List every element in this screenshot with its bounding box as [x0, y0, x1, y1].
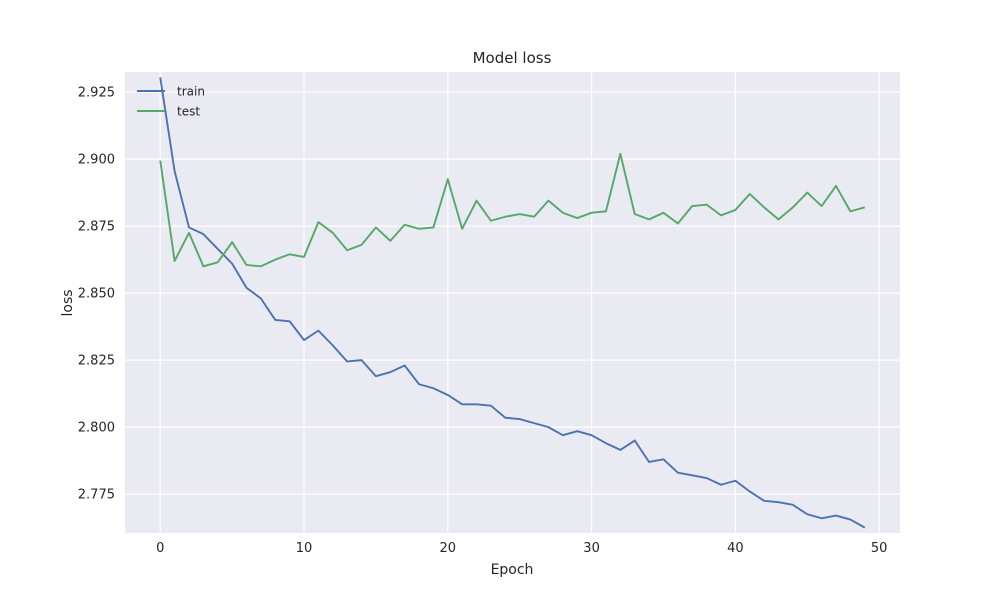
chart-title: Model loss	[473, 49, 552, 67]
series-line-test	[159, 152, 866, 268]
y-tick-label: 2.775	[78, 488, 115, 503]
x-tick-label: 0	[156, 541, 164, 556]
y-tick-label: 2.875	[78, 220, 115, 235]
x-tick-label: 10	[296, 541, 313, 556]
y-axis-label: loss	[60, 289, 76, 316]
series-line-train	[159, 77, 866, 529]
x-tick-labels: 0 10 20 30 40 50	[156, 541, 887, 556]
y-tick-label: 2.800	[78, 421, 115, 436]
y-tick-label: 2.925	[78, 86, 115, 101]
x-tick-label: 30	[583, 541, 600, 556]
series-lines	[159, 77, 866, 529]
legend: train test	[137, 85, 205, 119]
x-tick-label: 40	[727, 541, 744, 556]
y-tick-labels: 2.775 2.800 2.825 2.850 2.875 2.900 2.925	[78, 86, 115, 503]
x-axis-label: Epoch	[491, 562, 534, 578]
grid-lines	[125, 72, 900, 533]
y-tick-label: 2.825	[78, 354, 115, 369]
y-tick-label: 2.850	[78, 287, 115, 302]
plot-background	[125, 72, 900, 533]
legend-label-test: test	[177, 105, 200, 119]
x-tick-label: 50	[871, 541, 888, 556]
y-tick-label: 2.900	[78, 153, 115, 168]
x-tick-label: 20	[440, 541, 457, 556]
legend-label-train: train	[177, 85, 205, 99]
